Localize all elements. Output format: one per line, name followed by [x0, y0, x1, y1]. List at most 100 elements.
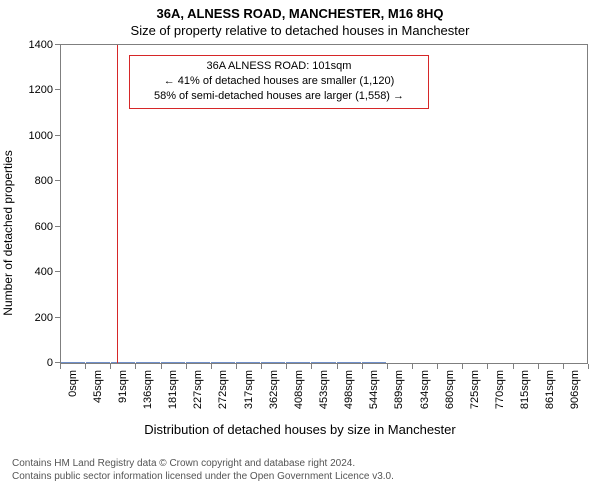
x-tick — [487, 364, 488, 369]
x-tick-label: 589sqm — [393, 370, 405, 409]
y-tick — [55, 226, 61, 227]
annotation-line-1: 36A ALNESS ROAD: 101sqm — [138, 59, 420, 74]
y-tick-label: 200 — [35, 312, 53, 324]
x-tick — [387, 364, 388, 369]
x-tick-label: 317sqm — [243, 370, 255, 409]
y-tick-label: 600 — [35, 221, 53, 233]
histogram-bin — [86, 362, 111, 363]
x-tick-label: 45sqm — [92, 370, 104, 403]
footer-line-2: Contains public sector information licen… — [12, 470, 588, 483]
x-tick — [588, 364, 589, 369]
x-tick — [186, 364, 187, 369]
annotation-line-2: ← 41% of detached houses are smaller (1,… — [138, 74, 420, 89]
x-tick — [437, 364, 438, 369]
x-tick — [362, 364, 363, 369]
x-tick-label: 362sqm — [268, 370, 280, 409]
x-tick-label: 453sqm — [318, 370, 330, 409]
y-tick — [55, 271, 61, 272]
y-tick-label: 1000 — [29, 130, 53, 142]
histogram-bar — [111, 362, 135, 363]
histogram-bar — [311, 362, 335, 363]
x-tick — [135, 364, 136, 369]
x-tick — [161, 364, 162, 369]
y-tick — [55, 180, 61, 181]
histogram-bin — [136, 362, 161, 363]
x-tick — [286, 364, 287, 369]
property-marker-line — [117, 45, 118, 363]
x-tick — [261, 364, 262, 369]
histogram-bin — [186, 362, 211, 363]
histogram-bar — [186, 362, 210, 363]
x-tick-label: 408sqm — [293, 370, 305, 409]
x-tick-label: 272sqm — [217, 370, 229, 409]
histogram-bin — [111, 362, 136, 363]
x-tick-label: 906sqm — [569, 370, 581, 409]
histogram-bar — [286, 362, 310, 363]
y-tick-label: 400 — [35, 266, 53, 278]
histogram-bin — [261, 362, 286, 363]
y-tick-label: 800 — [35, 175, 53, 187]
x-axis-ticks: 0sqm 45sqm 91sqm 136sqm 181sqm 227sqm 272sqm 31… — [60, 364, 588, 422]
x-tick — [412, 364, 413, 369]
x-tick — [211, 364, 212, 369]
x-tick-label: 680sqm — [444, 370, 456, 409]
plot-area: 020040060080010001200140036A ALNESS ROAD… — [60, 44, 588, 364]
footer-line-1: Contains HM Land Registry data © Crown c… — [12, 457, 588, 470]
x-tick-label: 770sqm — [494, 370, 506, 409]
x-tick-label: 544sqm — [368, 370, 380, 409]
annotation-box: 36A ALNESS ROAD: 101sqm← 41% of detached… — [129, 55, 429, 109]
y-tick-label: 1200 — [29, 84, 53, 96]
histogram-bin — [161, 362, 186, 363]
y-tick — [55, 89, 61, 90]
histogram-bar — [362, 362, 386, 363]
y-tick — [55, 317, 61, 318]
histogram-bar — [211, 362, 235, 363]
x-tick — [85, 364, 86, 369]
histogram-bin — [61, 362, 86, 363]
histogram-bar — [136, 362, 160, 363]
chart-container: Number of detached properties 0200400600… — [12, 44, 588, 422]
y-tick — [55, 44, 61, 45]
histogram-bar — [86, 362, 110, 363]
x-tick-label: 0sqm — [67, 370, 79, 397]
y-tick-label: 1400 — [29, 39, 53, 51]
x-tick-label: 725sqm — [469, 370, 481, 409]
x-tick-label: 91sqm — [117, 370, 129, 403]
x-tick-label: 227sqm — [192, 370, 204, 409]
y-tick-label: 0 — [47, 357, 53, 369]
histogram-bin — [337, 362, 362, 363]
histogram-bar — [261, 362, 285, 363]
y-tick — [55, 362, 61, 363]
x-tick — [513, 364, 514, 369]
x-tick — [110, 364, 111, 369]
histogram-bar — [161, 362, 185, 363]
x-tick — [311, 364, 312, 369]
x-tick — [462, 364, 463, 369]
x-axis-label: Distribution of detached houses by size … — [0, 422, 600, 437]
x-tick-label: 498sqm — [343, 370, 355, 409]
page-title: 36A, ALNESS ROAD, MANCHESTER, M16 8HQ — [0, 0, 600, 21]
histogram-bin — [311, 362, 336, 363]
x-tick-label: 815sqm — [519, 370, 531, 409]
x-tick — [60, 364, 61, 369]
histogram-bin — [362, 362, 387, 363]
histogram-bar — [61, 362, 85, 363]
x-tick — [236, 364, 237, 369]
x-tick-label: 634sqm — [419, 370, 431, 409]
histogram-bin — [236, 362, 261, 363]
x-tick — [538, 364, 539, 369]
x-tick — [563, 364, 564, 369]
x-tick-label: 861sqm — [544, 370, 556, 409]
histogram-bin — [286, 362, 311, 363]
y-tick — [55, 135, 61, 136]
x-tick-label: 181sqm — [167, 370, 179, 409]
chart-subtitle: Size of property relative to detached ho… — [0, 21, 600, 38]
annotation-line-3: 58% of semi-detached houses are larger (… — [138, 89, 420, 104]
histogram-bin — [211, 362, 236, 363]
y-axis-label: Number of detached properties — [1, 150, 15, 315]
x-tick — [337, 364, 338, 369]
x-tick-label: 136sqm — [142, 370, 154, 409]
histogram-bar — [236, 362, 260, 363]
footer-attribution: Contains HM Land Registry data © Crown c… — [12, 457, 588, 483]
histogram-bar — [337, 362, 361, 363]
